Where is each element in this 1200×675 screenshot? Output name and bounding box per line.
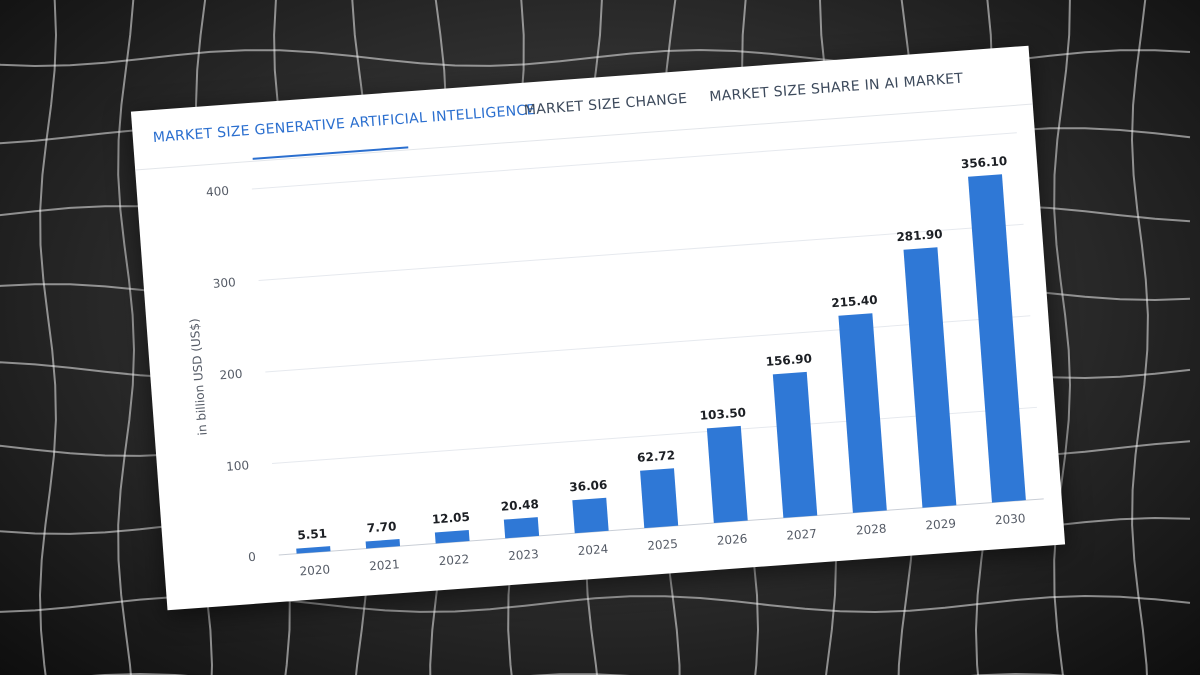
y-tick-label: 200 <box>219 367 243 383</box>
x-tick-label-2026: 2026 <box>716 532 747 548</box>
x-tick-label-2028: 2028 <box>855 521 886 537</box>
value-label-2027: 156.90 <box>765 351 812 368</box>
bar-2025[interactable] <box>640 468 679 529</box>
grid-line <box>1053 0 1072 675</box>
x-tick-label-2020: 2020 <box>299 562 330 578</box>
value-label-2023: 20.48 <box>500 497 539 514</box>
gridline <box>265 315 1031 373</box>
bar-2024[interactable] <box>572 497 609 534</box>
value-label-2024: 36.06 <box>569 478 608 495</box>
grid-line <box>38 0 58 675</box>
x-axis: 2020 2021 2022 2023 2024 2025 2026 2027 2028 2029… <box>299 511 1026 578</box>
bar-2027[interactable] <box>772 371 818 518</box>
grid-line <box>117 0 136 675</box>
bar-2028[interactable] <box>838 313 887 513</box>
value-labels: 5.51 7.70 12.05 20.48 36.06 62.72 103.50 156.90… <box>297 154 1008 543</box>
bar-2029[interactable] <box>903 247 957 508</box>
y-tick-label: 300 <box>212 275 236 291</box>
tab-market-size-change[interactable]: MARKET SIZE CHANGE <box>523 90 688 119</box>
bar-2020[interactable] <box>296 546 331 554</box>
value-label-2025: 62.72 <box>637 448 676 465</box>
value-label-2020: 5.51 <box>297 526 328 542</box>
y-tick-label: 0 <box>248 550 257 565</box>
gridline <box>258 223 1024 281</box>
bar-chart: 0 100 200 300 400 in billion USD (US$) 5.51 7… <box>187 132 1044 578</box>
x-tick-label-2023: 2023 <box>508 547 539 563</box>
tab-market-size-generative-ai[interactable]: MARKET SIZE GENERATIVE ARTIFICIAL INTELL… <box>152 102 537 147</box>
gridline <box>272 406 1038 464</box>
grid-line <box>1130 0 1149 675</box>
x-tick-label-2027: 2027 <box>786 527 817 543</box>
value-label-2021: 7.70 <box>366 519 397 535</box>
value-label-2022: 12.05 <box>431 510 470 527</box>
bars <box>296 174 1026 554</box>
value-label-2030: 356.10 <box>960 154 1007 171</box>
bar-2022[interactable] <box>434 529 470 544</box>
y-axis-label: in billion USD (US$) <box>187 318 210 436</box>
x-tick-label-2024: 2024 <box>577 542 608 558</box>
tab-market-size-share-ai[interactable]: MARKET SIZE SHARE IN AI MARKET <box>708 70 964 106</box>
value-label-2028: 215.40 <box>831 293 878 310</box>
y-tick-label: 100 <box>226 458 250 474</box>
y-axis: 0 100 200 300 400 <box>206 184 257 565</box>
bar-2021[interactable] <box>365 539 401 549</box>
x-tick-label-2021: 2021 <box>369 557 400 573</box>
x-tick-label-2030: 2030 <box>995 511 1026 527</box>
gridline <box>251 132 1017 190</box>
y-tick-label: 400 <box>206 184 230 200</box>
bar-2023[interactable] <box>503 517 540 539</box>
x-tick-label-2022: 2022 <box>438 552 469 568</box>
bar-2030[interactable] <box>968 174 1026 503</box>
x-tick-label-2029: 2029 <box>925 516 956 532</box>
chart-card: MARKET SIZE GENERATIVE ARTIFICIAL INTELL… <box>130 45 1066 611</box>
value-label-2026: 103.50 <box>699 405 746 422</box>
value-label-2029: 281.90 <box>896 227 943 244</box>
x-tick-label-2025: 2025 <box>647 537 678 553</box>
bar-2026[interactable] <box>706 425 748 524</box>
